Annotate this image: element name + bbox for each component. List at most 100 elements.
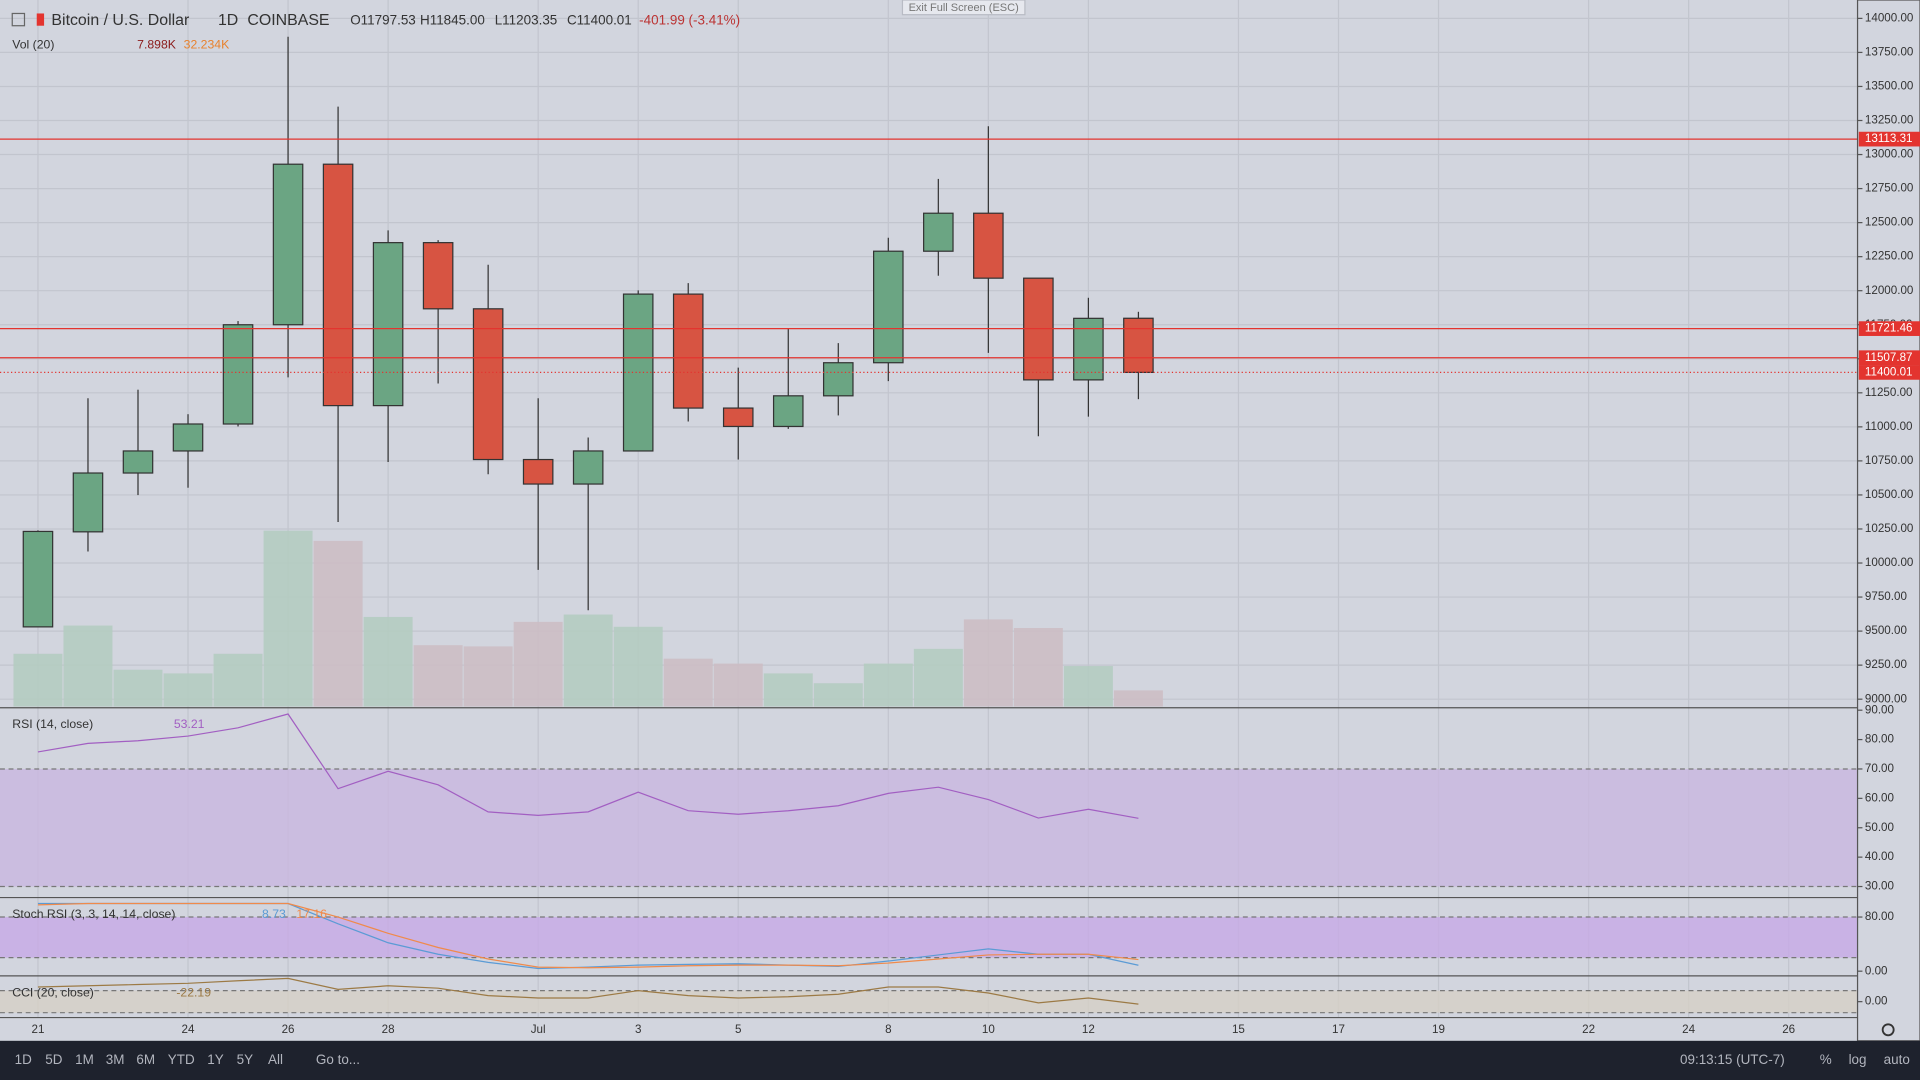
y-tick-label: 12750.00 — [1865, 182, 1914, 195]
candle-body — [873, 250, 904, 364]
collapse-icon[interactable] — [11, 12, 26, 27]
candle-body — [322, 163, 354, 407]
range-button[interactable]: All — [268, 1052, 283, 1067]
vol-title[interactable]: Vol (20) — [12, 38, 54, 52]
candle-body — [472, 308, 504, 461]
y-tick-label: 10000.00 — [1865, 556, 1914, 569]
exit-button[interactable] — [901, 0, 1026, 16]
y-tick-label: 60.00 — [1865, 791, 1895, 804]
cci-title[interactable]: CCI (20, close) — [12, 985, 94, 999]
y-tick-label: 12000.00 — [1865, 284, 1914, 297]
ohlc-high: H11845.00 — [420, 12, 485, 27]
auto-toggle[interactable]: auto — [1884, 1052, 1910, 1067]
clock: 09:13:15 (UTC-7) — [1680, 1052, 1785, 1067]
indicator-line — [37, 713, 1139, 819]
volume-bar — [463, 646, 513, 707]
rsi-title[interactable]: RSI (14, close) — [12, 717, 93, 731]
last-price-box — [1858, 365, 1920, 380]
indicator-line — [37, 902, 1139, 969]
y-tick-label: 13250.00 — [1865, 114, 1914, 127]
y-tick-label: 9250.00 — [1865, 658, 1908, 671]
range-button[interactable]: 5D — [45, 1052, 62, 1067]
volume-bar — [1063, 666, 1113, 707]
range-button[interactable]: 5Y — [237, 1052, 253, 1067]
volume-bar — [513, 621, 563, 707]
bottom-toolbar — [0, 1040, 1920, 1080]
x-tick-label: 26 — [1782, 1023, 1795, 1036]
price-line-label: 13113.31 — [1865, 132, 1913, 145]
x-tick-label: 24 — [1682, 1023, 1695, 1036]
x-tick-label: Jul — [531, 1023, 546, 1036]
y-tick-label: 13750.00 — [1865, 45, 1914, 58]
range-button[interactable]: 6M — [136, 1052, 155, 1067]
candle-body — [222, 324, 254, 425]
candle-body — [272, 163, 304, 326]
stoch-title[interactable]: Stoch RSI (3, 3, 14, 14, close) — [12, 907, 175, 921]
candle-body — [572, 450, 604, 485]
exchange[interactable]: COINBASE — [247, 12, 329, 29]
candle-body — [522, 458, 554, 485]
vol-value: 7.898K — [137, 38, 177, 52]
volume-bar — [763, 673, 813, 707]
ohlc-close: C11400.01 — [567, 12, 632, 27]
candle-body — [772, 395, 804, 428]
volume-bar — [413, 645, 463, 707]
volume-bar — [263, 530, 313, 707]
range-button[interactable]: 1D — [15, 1052, 32, 1067]
candle-body — [622, 293, 654, 452]
price-axis — [1856, 0, 1920, 1042]
interval[interactable]: 1D — [218, 12, 238, 29]
volume-bar — [813, 683, 863, 707]
x-tick-label: 3 — [635, 1023, 641, 1036]
candle-body — [122, 450, 154, 474]
volume-bar — [663, 658, 713, 707]
price-line-box — [1858, 350, 1920, 366]
log-toggle[interactable]: log — [1849, 1052, 1867, 1067]
range-button[interactable]: 1M — [75, 1052, 94, 1067]
range-button[interactable]: 1Y — [207, 1052, 223, 1067]
volume-bar — [113, 669, 163, 707]
ohlc-open: O11797.53 — [350, 12, 416, 27]
x-tick-label: 24 — [182, 1023, 195, 1036]
range-button[interactable]: 3M — [106, 1052, 125, 1067]
y-tick-label: 13000.00 — [1865, 148, 1914, 161]
candle-body — [72, 472, 104, 533]
x-tick-label: 12 — [1082, 1023, 1095, 1036]
x-tick-label: 21 — [31, 1023, 44, 1036]
y-tick-label: 80.00 — [1865, 733, 1895, 746]
change: -401.99 (-3.41%) — [639, 12, 740, 27]
indicator-line — [37, 977, 1139, 1005]
y-tick-label: 9500.00 — [1865, 624, 1908, 637]
volume-bar — [613, 626, 663, 707]
y-tick-label: 70.00 — [1865, 762, 1895, 775]
x-tick-label: 17 — [1332, 1023, 1345, 1036]
percent-toggle[interactable]: % — [1820, 1052, 1832, 1067]
settings-icon[interactable] — [1881, 1023, 1895, 1037]
symbol-title[interactable]: Bitcoin / U.S. Dollar — [51, 12, 190, 29]
band — [0, 990, 1858, 1013]
volume-bar — [213, 653, 263, 707]
last-price-label: 11400.01 — [1865, 365, 1913, 378]
y-tick-label: 13500.00 — [1865, 80, 1914, 93]
y-tick-label: 11000.00 — [1865, 420, 1913, 433]
goto[interactable]: Go to... — [316, 1052, 360, 1067]
y-tick-label: 9750.00 — [1865, 590, 1908, 603]
range-button[interactable]: YTD — [168, 1052, 195, 1067]
y-tick-label: 40.00 — [1865, 850, 1895, 863]
y-tick-label: 10250.00 — [1865, 522, 1914, 535]
y-tick-label: 90.00 — [1865, 703, 1895, 716]
price-line-box — [1858, 321, 1920, 336]
candle-body — [22, 530, 54, 628]
y-tick-label: 50.00 — [1865, 821, 1895, 834]
exit-text[interactable]: Exit Full Screen (ESC) — [909, 2, 1019, 14]
logo — [36, 13, 45, 26]
volume-bar — [963, 619, 1013, 707]
x-tick-label: 15 — [1232, 1023, 1245, 1036]
y-tick-label: 9000.00 — [1865, 692, 1908, 705]
x-tick-label: 8 — [885, 1023, 891, 1036]
plot: 21 24 26 28 Jul 3 5 8 10 12 15 17 19 22 24 26 13113.31 11… — [0, 0, 1920, 1042]
y-tick-label: 12250.00 — [1865, 250, 1914, 263]
candle-body — [973, 212, 1004, 279]
candle-body — [422, 242, 454, 310]
